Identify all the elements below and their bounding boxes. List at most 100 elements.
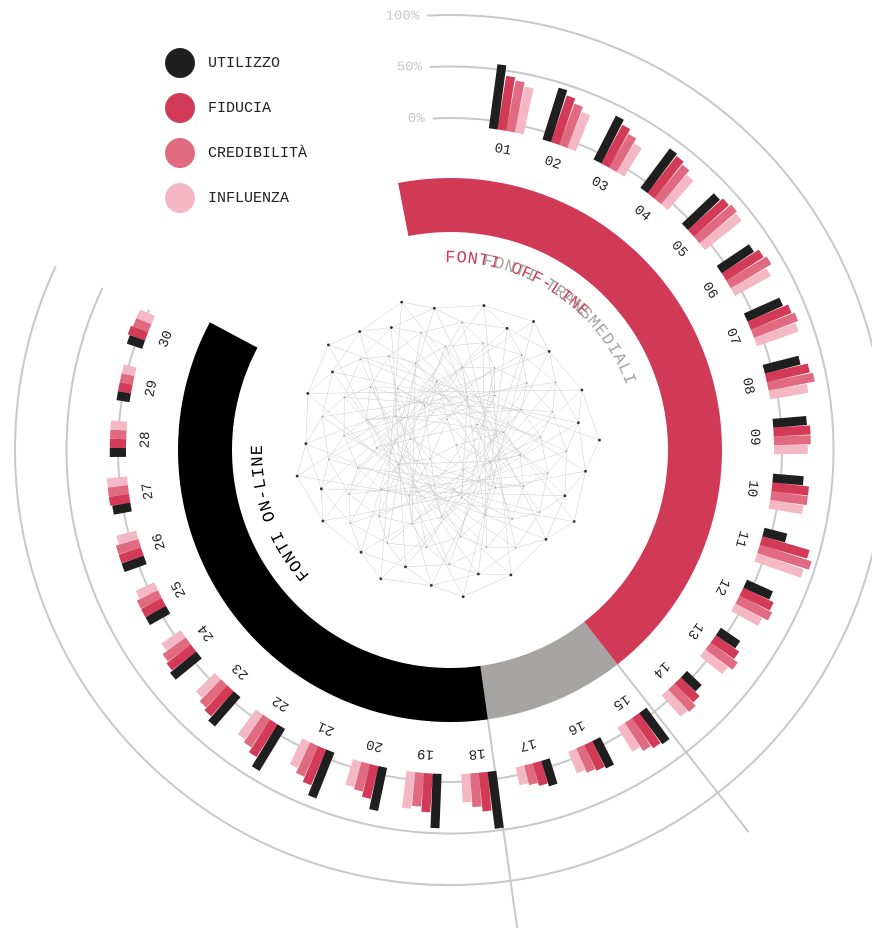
globe-dot <box>563 494 567 498</box>
globe-dot <box>359 358 362 360</box>
bar <box>647 156 684 199</box>
globe-line <box>539 495 566 513</box>
globe-line <box>328 344 464 597</box>
globe-line <box>506 328 522 355</box>
globe-dot <box>485 546 488 548</box>
globe-dot <box>425 546 428 549</box>
globe-dot <box>343 434 345 437</box>
globe-line <box>359 331 432 586</box>
bar <box>766 372 815 391</box>
globe-dot <box>440 516 443 518</box>
globe-line <box>431 573 479 586</box>
globe-line <box>328 331 360 346</box>
bar <box>768 499 804 515</box>
bar <box>654 164 690 205</box>
globe-line <box>449 354 522 565</box>
legend-label: CREDIBILITÀ <box>208 144 307 162</box>
globe-dot <box>378 515 380 518</box>
globe-line <box>426 547 450 565</box>
globe-line <box>360 422 579 553</box>
globe-line <box>360 308 435 553</box>
globe-line <box>409 458 431 497</box>
bar <box>772 416 807 428</box>
globe-dot <box>525 382 528 384</box>
bar <box>204 685 234 717</box>
globe-line <box>526 382 553 412</box>
bar <box>109 429 127 440</box>
globe-line <box>297 475 575 522</box>
bar <box>660 174 694 211</box>
globe-line <box>483 305 508 329</box>
category-label: 08 <box>738 376 757 396</box>
globe-dot <box>327 458 330 461</box>
globe-dot <box>505 326 509 330</box>
globe-line <box>344 386 371 398</box>
bar <box>743 297 784 322</box>
bar <box>593 115 624 164</box>
globe-line <box>401 301 575 522</box>
bar <box>608 134 637 173</box>
bar <box>195 672 222 698</box>
bar <box>773 425 811 437</box>
category-label: 14 <box>649 658 672 681</box>
globe-line <box>370 386 541 438</box>
globe-line <box>445 346 513 520</box>
globe-dot <box>572 520 576 523</box>
globe-dot <box>551 411 554 413</box>
bar <box>567 111 591 152</box>
globe-line <box>463 574 512 597</box>
category-label: 11 <box>731 529 751 550</box>
globe-line <box>482 342 487 548</box>
globe-line <box>436 367 463 382</box>
globe-line <box>360 552 382 579</box>
bar <box>743 579 774 600</box>
bar <box>110 420 128 431</box>
bar <box>568 748 586 774</box>
globe-dot <box>321 415 323 418</box>
globe-line <box>332 358 361 373</box>
globe-dot <box>369 386 372 388</box>
globe-dot <box>304 442 308 446</box>
globe-line <box>366 409 522 421</box>
bar <box>107 485 129 497</box>
globe-line <box>547 451 567 474</box>
globe-dot <box>404 565 407 569</box>
globe-line <box>449 564 479 575</box>
bar <box>584 741 605 771</box>
bar <box>199 679 228 708</box>
globe-line <box>483 305 512 575</box>
bar <box>118 382 133 394</box>
globe-line <box>478 547 517 575</box>
category-label: 15 <box>610 690 633 713</box>
globe-line <box>462 321 534 597</box>
globe-dot <box>580 388 584 392</box>
bar <box>506 80 525 133</box>
globe-dot <box>331 370 334 374</box>
globe-line <box>348 342 484 495</box>
globe-dot <box>476 423 479 426</box>
globe-line <box>515 539 547 549</box>
globe-line <box>328 354 522 460</box>
legend-swatch <box>165 48 195 78</box>
globe-dot <box>476 572 480 576</box>
category-label: 03 <box>588 174 611 196</box>
globe-line <box>411 409 522 525</box>
bar <box>674 677 700 703</box>
globe-dot <box>429 583 433 587</box>
bar <box>757 544 812 570</box>
bar <box>771 482 810 496</box>
globe-line <box>328 344 600 441</box>
globe-dot <box>306 392 310 395</box>
y-tick-label: 0% <box>408 111 425 127</box>
globe-line <box>552 382 556 412</box>
globe-dot <box>343 396 346 399</box>
globe-line <box>521 354 556 383</box>
globe-dot <box>493 367 496 369</box>
bar <box>668 683 696 712</box>
globe-dot <box>349 522 352 525</box>
category-label: 18 <box>468 744 486 761</box>
globe-line <box>515 512 540 549</box>
bar <box>768 383 809 400</box>
globe-line <box>321 488 324 522</box>
globe-line <box>322 470 586 522</box>
